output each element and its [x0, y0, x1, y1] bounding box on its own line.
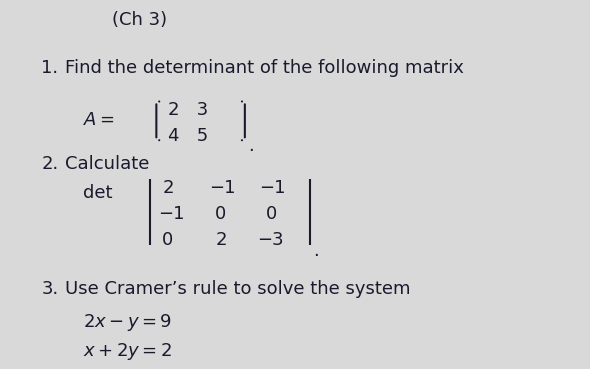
Text: $A =$: $A =$	[83, 111, 114, 129]
Text: 4   5: 4 5	[168, 127, 208, 145]
Text: −1: −1	[209, 179, 236, 197]
Text: 2   3: 2 3	[168, 101, 208, 120]
Text: 0: 0	[266, 205, 277, 223]
Text: (Ch 3): (Ch 3)	[112, 11, 167, 29]
Text: 2.: 2.	[41, 155, 58, 173]
Text: $x + 2y = 2$: $x + 2y = 2$	[83, 341, 172, 362]
Text: 3.: 3.	[41, 280, 58, 299]
Text: −1: −1	[260, 179, 286, 197]
Text: −1: −1	[158, 205, 185, 223]
Text: $2x - y = 9$: $2x - y = 9$	[83, 312, 172, 333]
Text: 0: 0	[215, 205, 227, 223]
Text: 2: 2	[215, 231, 227, 249]
Text: Find the determinant of the following matrix: Find the determinant of the following ma…	[65, 59, 464, 77]
Text: .: .	[313, 242, 319, 260]
Text: .: .	[248, 137, 254, 155]
Text: 1.: 1.	[41, 59, 58, 77]
Text: 0: 0	[162, 231, 173, 249]
Text: −3: −3	[257, 231, 283, 249]
Text: Calculate: Calculate	[65, 155, 149, 173]
Text: 2: 2	[162, 179, 173, 197]
Text: det: det	[83, 184, 112, 203]
Text: Use Cramer’s rule to solve the system: Use Cramer’s rule to solve the system	[65, 280, 411, 299]
